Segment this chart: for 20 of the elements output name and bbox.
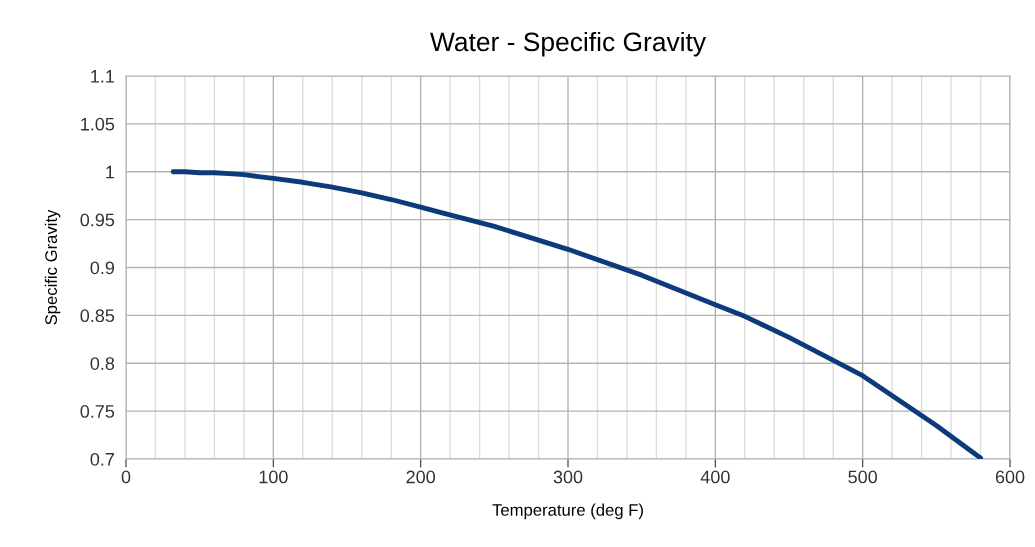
x-tick-label: 600: [995, 470, 1025, 484]
chart-title: Water - Specific Gravity: [430, 31, 707, 57]
line-series: [170, 169, 983, 459]
y-tick-label: 0.7: [90, 452, 114, 466]
x-tick-label: 500: [848, 470, 878, 484]
y-tick-label: 0.75: [80, 405, 115, 418]
y-tick-label: 1.1: [91, 70, 115, 83]
y-tick-label: 0.9: [90, 261, 115, 275]
y-axis-title: Specific Gravity: [44, 209, 61, 325]
y-tick-label: 1.05: [81, 117, 115, 131]
y-tick-label: 1: [106, 165, 115, 179]
x-tick-label: 300: [553, 470, 583, 484]
y-tick-label: 0.8: [90, 357, 115, 370]
x-tick-label: 400: [700, 470, 730, 484]
x-tick-label: 200: [406, 470, 436, 484]
y-tick-label: 0.85: [80, 309, 115, 323]
x-tick-label: 0: [121, 470, 131, 484]
y-tick-label: 0.95: [80, 213, 115, 227]
x-axis-title: Temperature (deg F): [492, 503, 643, 520]
x-tick-label: 100: [259, 470, 288, 484]
